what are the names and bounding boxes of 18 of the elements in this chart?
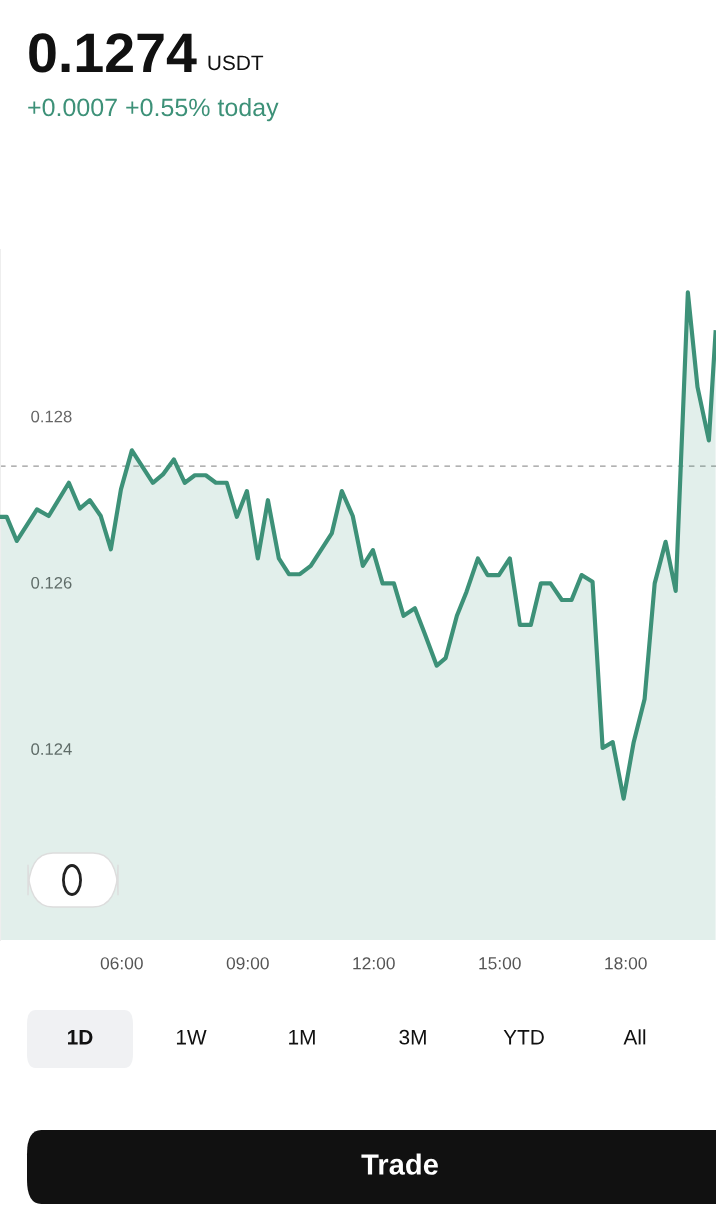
text: USDT — [208, 55, 264, 71]
text: YTD — [503, 1030, 544, 1045]
text: 1W — [176, 1030, 207, 1045]
x-tick-label: 15:00 — [479, 957, 521, 970]
x-tick-label: 06:00 — [100, 957, 143, 970]
text: 3M — [399, 1029, 426, 1045]
text: All — [623, 1029, 646, 1045]
y-tick-label: 0.124 — [31, 743, 72, 755]
x-tick-label: 09:00 — [226, 957, 269, 970]
y-tick-label: 0.126 — [31, 576, 72, 589]
x-tick-label: 18:00 — [605, 957, 647, 970]
chart-subtitle: +0.0007 +0.55% today — [28, 97, 279, 122]
x-tick-label: 12:00 — [353, 957, 395, 970]
text: Trade — [361, 1153, 438, 1175]
chart-title: 0.1274 — [29, 33, 197, 73]
text: 1D — [68, 1030, 93, 1045]
y-tick-label: 0.128 — [31, 410, 72, 423]
text: 1M — [289, 1030, 315, 1045]
